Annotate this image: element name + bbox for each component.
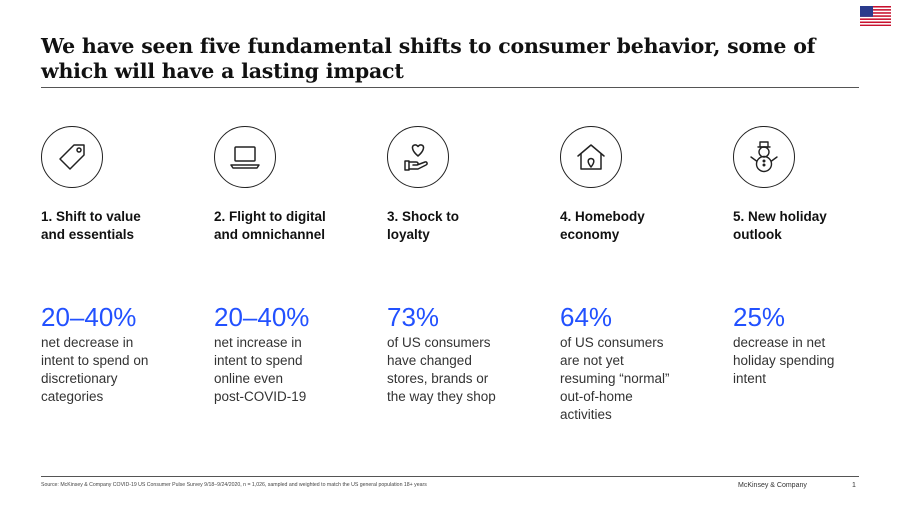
- shift-heading: 2. Flight to digital and omnichannel: [214, 209, 326, 242]
- shift-card-4: 4. Homebody economy 64% of US consumers …: [560, 126, 725, 424]
- shift-heading: 4. Homebody economy: [560, 209, 645, 242]
- shift-card-2: 2. Flight to digital and omnichannel 20–…: [214, 126, 379, 406]
- price-tag-icon: [41, 126, 103, 188]
- shift-description: net decrease in intent to spend on discr…: [41, 335, 149, 404]
- shift-card-3: 3. Shock to loyalty 73% of US consumers …: [387, 126, 552, 406]
- shift-stat: 64%: [560, 302, 613, 332]
- shift-heading: 5. New holiday outlook: [733, 209, 827, 242]
- shift-description: decrease in net holiday spending intent: [733, 335, 835, 386]
- source-note: Source: McKinsey & Company COVID-19 US C…: [41, 482, 427, 488]
- house-location-icon: [560, 126, 622, 188]
- shift-stat: 20–40%: [214, 302, 310, 332]
- shift-stat: 73%: [387, 302, 440, 332]
- hand-heart-icon: [387, 126, 449, 188]
- laptop-icon: [214, 126, 276, 188]
- shift-card-5: 5. New holiday outlook 25% decrease in n…: [733, 126, 898, 388]
- snowman-icon: [733, 126, 795, 188]
- us-flag-icon: [860, 6, 891, 26]
- shift-description: of US consumers have changed stores, bra…: [387, 335, 496, 404]
- page-title: We have seen five fundamental shifts to …: [41, 34, 816, 83]
- page-number: 1: [852, 482, 856, 489]
- shift-heading: 1. Shift to value and essentials: [41, 209, 141, 242]
- shift-heading: 3. Shock to loyalty: [387, 209, 460, 242]
- title-divider: [41, 87, 859, 88]
- shift-description: of US consumers are not yet resuming “no…: [560, 335, 670, 422]
- shift-stat: 20–40%: [41, 302, 137, 332]
- shift-card-1: 1. Shift to value and essentials 20–40% …: [41, 126, 206, 406]
- shift-stat: 25%: [733, 302, 786, 332]
- shift-description: net increase in intent to spend online e…: [214, 335, 307, 404]
- footer-divider: [41, 476, 859, 477]
- brand-name: McKinsey & Company: [738, 482, 807, 489]
